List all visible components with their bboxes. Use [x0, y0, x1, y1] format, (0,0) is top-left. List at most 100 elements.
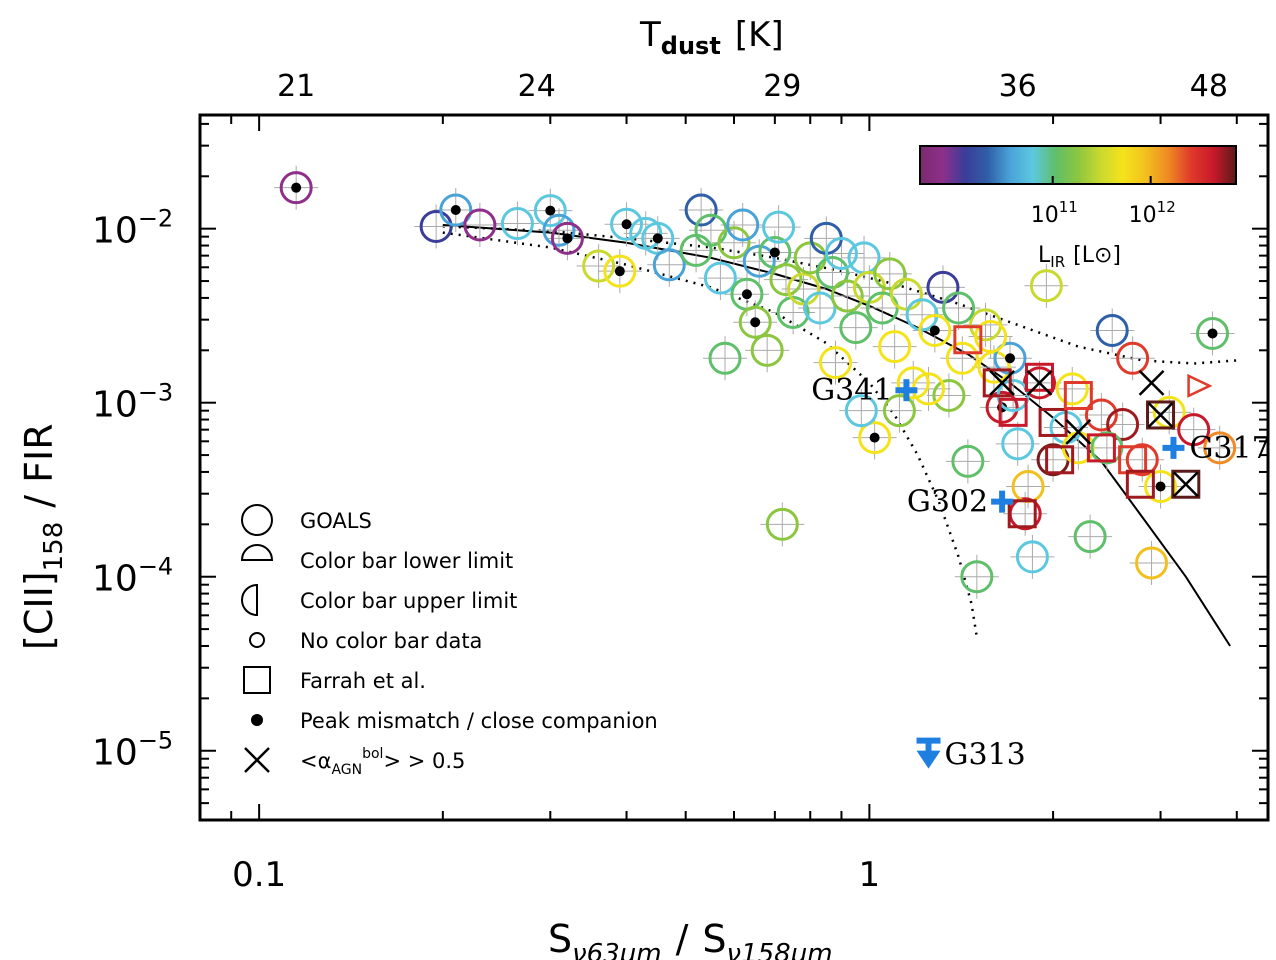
goals-point — [726, 208, 760, 242]
farrah-point — [1038, 407, 1068, 437]
axis-ticks: 0.1 1 10−2 10−3 10−4 10−5 21 24 29 36 48 — [92, 69, 1268, 895]
peak-mismatch-dot — [1155, 481, 1166, 492]
legend-x — [244, 747, 270, 773]
goals-point — [889, 277, 923, 311]
y-tick-label-0: 10−2 — [92, 205, 173, 252]
peak-mismatch-dot — [769, 247, 780, 258]
goals-point — [1125, 443, 1159, 477]
goals-point — [703, 261, 737, 295]
goals-point — [1177, 413, 1211, 447]
goals-point — [533, 194, 567, 228]
goals-point — [769, 263, 803, 297]
goals-point — [762, 210, 796, 244]
limit-triangle — [1187, 373, 1213, 398]
goals-point — [865, 291, 899, 325]
goals-point — [985, 390, 1019, 424]
legend-symbol-nodata — [249, 632, 265, 648]
farrah-point — [1146, 400, 1176, 430]
goals-point — [918, 313, 952, 347]
colorbar-ticks: 1011 1012 — [1031, 176, 1176, 228]
goals-point — [1055, 372, 1089, 406]
legend-circle — [241, 504, 273, 536]
legend-symbol-lower — [240, 544, 274, 561]
farrah-point — [998, 397, 1028, 427]
goals-point — [926, 270, 960, 304]
source-label-g317: G317 — [1189, 431, 1270, 466]
agn-cross — [1172, 471, 1199, 498]
goals-point — [419, 209, 453, 243]
goals-point — [878, 330, 912, 364]
goals-point — [1135, 546, 1169, 580]
farrah-point — [1024, 362, 1054, 392]
goals-point — [932, 378, 966, 412]
legend-label-agn: <αAGNbol> > 0.5 — [300, 746, 465, 778]
goals-point — [610, 207, 644, 241]
agn-cross — [1138, 369, 1165, 396]
farrah-point — [1063, 380, 1093, 410]
goals-point — [463, 208, 497, 242]
goals-point — [1095, 313, 1129, 347]
goals-point — [1106, 407, 1140, 441]
goals-point — [1029, 269, 1063, 303]
goals-point — [873, 257, 907, 291]
farrah-point — [1125, 469, 1155, 499]
peak-mismatch-dot — [741, 289, 752, 300]
peak-mismatch-dot — [291, 182, 302, 193]
y-tick-label-1: 10−3 — [92, 379, 173, 426]
peak-mismatch-dot — [621, 219, 632, 230]
goals-point — [603, 254, 637, 288]
peak-mismatch-dot — [652, 233, 663, 244]
legend-half-circle — [240, 544, 274, 561]
upper-limit-arrow — [916, 750, 941, 769]
goals-point — [1073, 520, 1107, 554]
goals-point — [787, 272, 821, 306]
goals-point — [815, 255, 849, 289]
legend-label-peak: Peak mismatch / close companion — [300, 709, 658, 733]
goals-point — [896, 366, 930, 400]
goals-point — [974, 320, 1008, 354]
legend-symbol-agn — [244, 747, 270, 773]
peak-mismatch-dot — [614, 266, 625, 277]
lower-bound-curve — [442, 231, 979, 638]
legend-symbol-peak — [251, 714, 263, 726]
legend-symbol-farrah — [243, 666, 271, 694]
peak-mismatch-dot — [562, 233, 573, 244]
goals-point — [1015, 540, 1049, 574]
top-tick-label-2: 29 — [763, 69, 801, 104]
legend-symbol-goals — [241, 504, 273, 536]
goals-point — [1116, 341, 1150, 375]
goals-point — [708, 341, 742, 375]
goals-point — [582, 249, 616, 283]
top-axis-title: Tdust [K] — [639, 15, 784, 60]
colorbar-tick-label-0: 1011 — [1031, 198, 1078, 228]
top-tick-label-0: 21 — [277, 69, 315, 104]
top-tick-label-4: 48 — [1190, 69, 1228, 104]
farrah-point — [1118, 445, 1148, 475]
colorbar-label: LIR [L⊙] — [1038, 243, 1121, 271]
goals-point — [882, 394, 916, 428]
goals-point — [542, 213, 576, 247]
agn-cross — [989, 369, 1015, 396]
goals-point — [824, 237, 858, 271]
farrah-point — [982, 368, 1012, 398]
goals-point — [1196, 316, 1230, 350]
peak-mismatch-dot — [929, 325, 940, 336]
source-label-g302: G302 — [907, 485, 988, 520]
peak-mismatch-dot — [869, 432, 880, 443]
data-points — [279, 171, 1237, 594]
goals-point — [500, 207, 534, 241]
farrah-point — [1045, 445, 1075, 475]
legend: GOALS Color bar lower limit Color bar uppe… — [240, 504, 658, 778]
goals-point — [652, 248, 686, 282]
goals-point — [684, 193, 718, 227]
colorbar: 1011 1012 LIR [L⊙] — [919, 145, 1237, 271]
goals-point — [1144, 469, 1178, 503]
goals-point — [1022, 366, 1056, 400]
goals-point — [830, 279, 864, 313]
goals-point — [1084, 398, 1118, 432]
agn-cross — [1065, 418, 1092, 445]
goals-point — [839, 311, 873, 345]
goals-point — [951, 444, 985, 478]
y-axis-title: [CII]158/ FIR — [17, 423, 69, 650]
